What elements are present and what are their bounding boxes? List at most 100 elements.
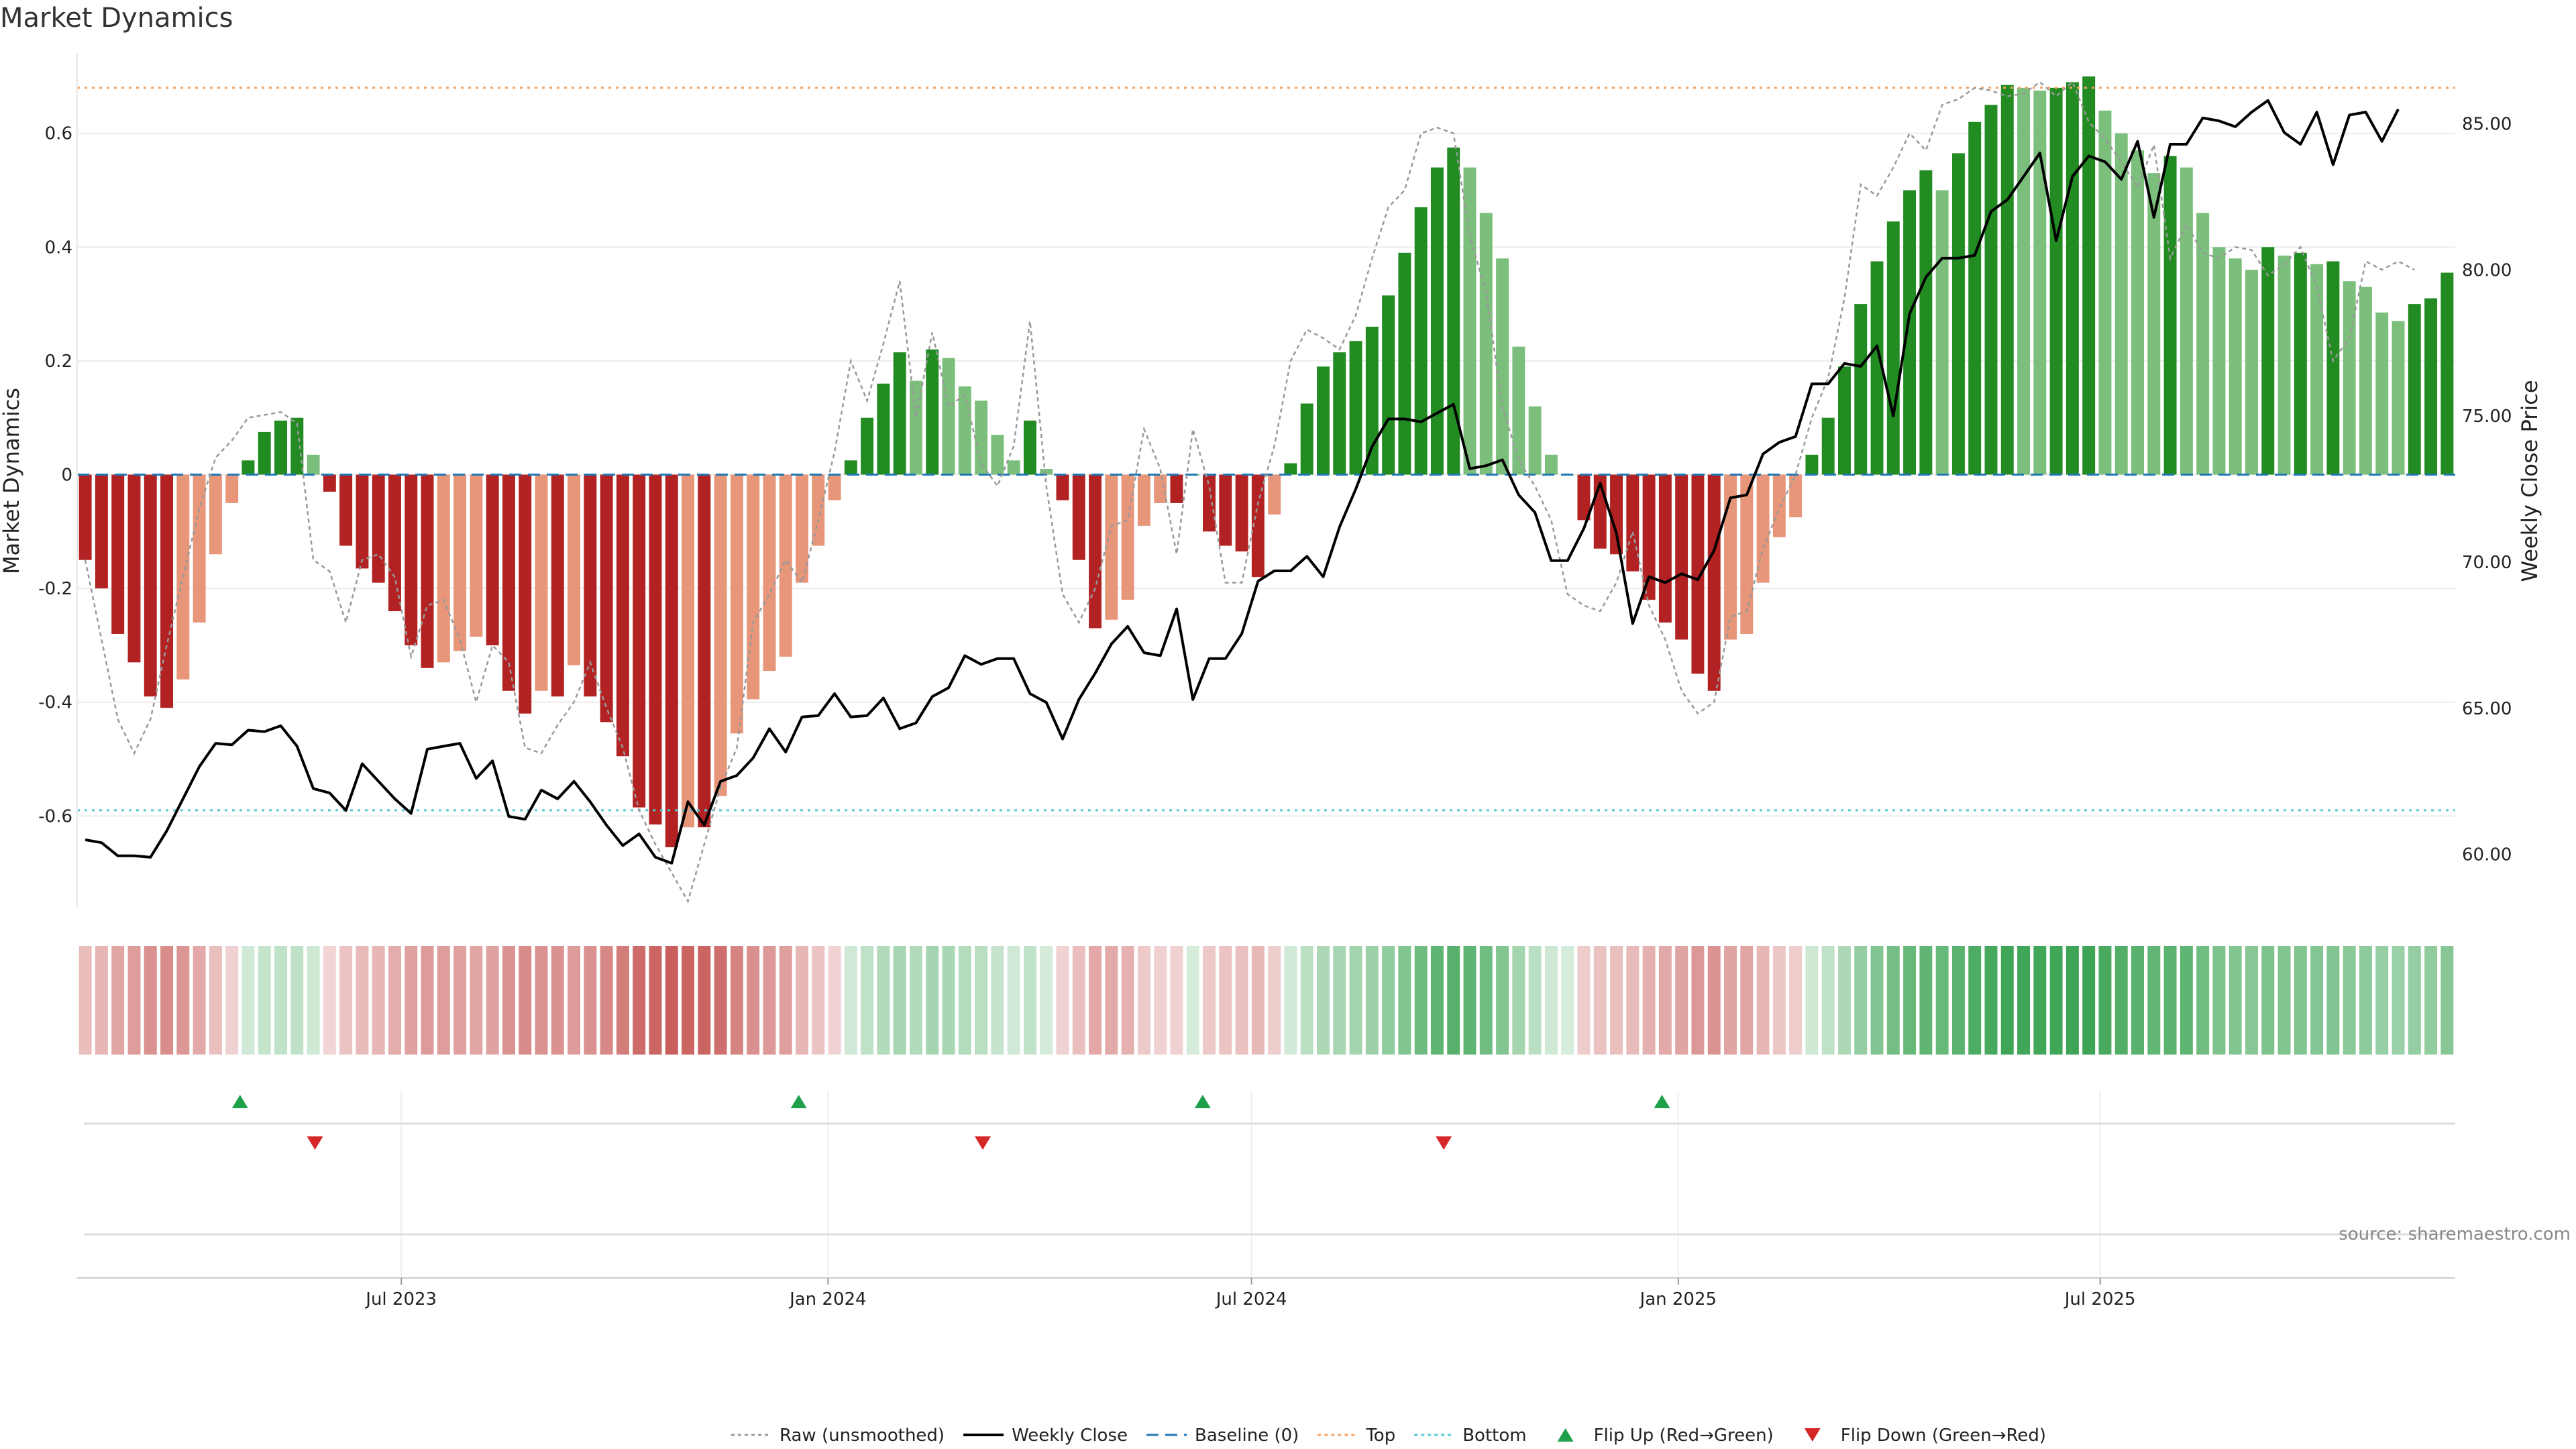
heat-cell — [160, 946, 174, 1055]
heat-cell — [1007, 946, 1020, 1055]
y2-tick-label: 70.00 — [2462, 553, 2512, 573]
source-note: source: sharemaestro.com — [2339, 1224, 2571, 1244]
value-bar — [1235, 474, 1248, 551]
value-bar — [1675, 474, 1688, 640]
heat-cell — [877, 946, 890, 1055]
value-bar — [1137, 474, 1150, 526]
heat-cell — [1382, 946, 1395, 1055]
flip-down-marker — [975, 1136, 991, 1150]
value-bar — [2424, 298, 2438, 475]
value-bar — [893, 352, 906, 475]
heat-cell — [1023, 946, 1036, 1055]
heat-cell — [1284, 946, 1297, 1055]
value-bar — [1968, 121, 1982, 475]
heat-cell — [600, 946, 613, 1055]
heat-cell — [356, 946, 369, 1055]
heat-cell — [942, 946, 955, 1055]
heat-cell — [1561, 946, 1574, 1055]
value-bar — [209, 474, 222, 555]
heat-cell — [2098, 946, 2112, 1055]
legend: Raw (unsmoothed) Weekly Close Baseline (0)… — [731, 1426, 2046, 1446]
value-bar — [991, 435, 1004, 475]
heat-cell — [747, 946, 760, 1055]
flip-panel — [77, 1091, 2455, 1279]
y2-tick-label: 60.00 — [2462, 845, 2512, 865]
heat-cell — [1317, 946, 1330, 1055]
value-bar — [649, 474, 662, 825]
value-bar — [1837, 366, 1851, 475]
heat-cell — [1789, 946, 1803, 1055]
heat-cell — [111, 946, 125, 1055]
heat-cell — [1935, 946, 1949, 1055]
heat-cell — [779, 946, 792, 1055]
x-tick-label: Jul 2023 — [364, 1289, 437, 1309]
flip-up-marker — [790, 1095, 807, 1108]
legend-label: Baseline (0) — [1195, 1426, 1299, 1446]
value-bar — [568, 474, 581, 665]
heat-cell — [225, 946, 239, 1055]
heat-cell — [1251, 946, 1265, 1055]
heat-cell — [1496, 946, 1509, 1055]
heat-cell — [339, 946, 353, 1055]
heat-cell — [78, 946, 92, 1055]
heat-cell — [453, 946, 467, 1055]
heat-cell — [2392, 946, 2405, 1055]
value-bar — [714, 474, 727, 796]
heat-cell — [274, 946, 287, 1055]
value-bar — [2229, 258, 2242, 475]
value-bar — [388, 474, 401, 612]
heat-cell — [2424, 946, 2438, 1055]
heat-cell — [682, 946, 695, 1055]
value-bar — [258, 431, 271, 475]
value-bar — [2261, 247, 2275, 475]
value-bar — [1512, 346, 1525, 475]
heat-cell — [1349, 946, 1362, 1055]
heat-cell — [1105, 946, 1118, 1055]
heat-cell — [1463, 946, 1477, 1055]
heat-cell — [2294, 946, 2307, 1055]
heat-cell — [405, 946, 418, 1055]
value-bar — [2277, 256, 2291, 475]
value-bar — [2245, 270, 2258, 475]
heat-cell — [730, 946, 743, 1055]
value-bar — [1610, 474, 1623, 555]
heat-cell — [1610, 946, 1623, 1055]
value-bar — [2294, 252, 2307, 475]
value-bar — [1528, 406, 1542, 475]
value-bar — [1805, 454, 1819, 475]
value-bar — [1251, 474, 1265, 578]
value-bar — [1642, 474, 1656, 600]
heat-cell — [1707, 946, 1721, 1055]
value-bar — [1040, 469, 1053, 475]
value-bar — [975, 400, 988, 475]
value-bar — [877, 383, 890, 475]
heat-cell — [975, 946, 988, 1055]
value-bar — [763, 474, 776, 672]
value-bar — [1463, 167, 1477, 475]
heat-cell — [1365, 946, 1379, 1055]
value-bar — [958, 386, 971, 475]
value-bar — [2180, 167, 2193, 475]
value-bar — [2359, 286, 2372, 475]
heat-cell — [1544, 946, 1558, 1055]
value-bar — [307, 454, 320, 475]
value-bar — [1154, 474, 1167, 503]
heat-cell — [502, 946, 515, 1055]
x-tick-label: Jul 2024 — [1215, 1289, 1287, 1309]
value-bar — [942, 358, 955, 475]
heat-cell — [1414, 946, 1428, 1055]
value-bar — [1544, 454, 1558, 475]
legend-label: Flip Up (Red→Green) — [1594, 1426, 1774, 1446]
heat-cell — [1333, 946, 1346, 1055]
heat-cell — [1903, 946, 1917, 1055]
y2-axis-label: Weekly Close Price — [2517, 380, 2542, 582]
heat-cell — [2147, 946, 2161, 1055]
value-bar — [1577, 474, 1591, 521]
y-tick-label: -0.2 — [38, 579, 72, 599]
heat-cell — [1772, 946, 1786, 1055]
value-bar — [519, 474, 532, 714]
value-bar — [1740, 474, 1754, 634]
value-bar — [535, 474, 548, 691]
y2-tick-label: 80.00 — [2462, 260, 2512, 280]
heat-cell — [1919, 946, 1933, 1055]
